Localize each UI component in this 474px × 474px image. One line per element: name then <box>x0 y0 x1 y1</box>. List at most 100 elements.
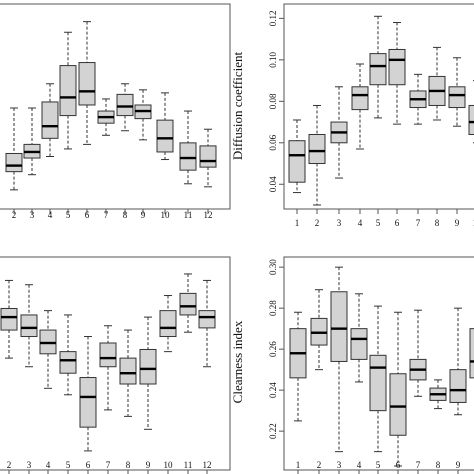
x-tick-label: 11 <box>184 460 193 470</box>
x-tick-label: 8 <box>123 210 128 220</box>
box-11 <box>179 110 197 185</box>
box-8 <box>116 83 134 132</box>
x-tick-label: 8 <box>126 460 131 470</box>
box-body <box>159 310 177 338</box>
x-tick-label: 5 <box>66 460 71 470</box>
box-body <box>468 104 474 135</box>
x-tick-label: 5 <box>66 210 71 220</box>
box-body <box>179 142 197 171</box>
x-tick-label: 6 <box>396 460 401 470</box>
x-tick-label: 3 <box>27 460 32 470</box>
x-tick-label: 3 <box>30 210 35 220</box>
box-3 <box>330 86 348 179</box>
box-body <box>469 328 474 379</box>
box-8 <box>428 46 446 121</box>
box-body <box>369 53 387 86</box>
box-3 <box>23 107 41 176</box>
plot-frame <box>0 256 231 471</box>
box-body <box>179 292 197 316</box>
y-tick-label: 0.08 <box>268 93 278 109</box>
x-tick-label: 8 <box>436 460 441 470</box>
box-body <box>288 140 306 183</box>
x-tick-label: 6 <box>85 210 90 220</box>
x-tick-label: 5 <box>376 460 381 470</box>
x-tick-label: 9 <box>141 210 146 220</box>
x-tick-label: 10 <box>161 210 171 220</box>
box-body <box>388 48 406 86</box>
x-tick-label: 9 <box>455 218 460 228</box>
x-tick-label: 5 <box>376 218 381 228</box>
box-7 <box>97 98 115 136</box>
x-tick-label: 9 <box>146 460 151 470</box>
x-tick-label: 12 <box>203 460 212 470</box>
box-10 <box>159 295 177 353</box>
x-tick-label: 10 <box>164 460 174 470</box>
box-9 <box>448 57 466 127</box>
x-tick-label: 4 <box>357 460 362 470</box>
x-tick-label: 11 <box>184 210 193 220</box>
box-body <box>119 357 137 385</box>
box-body <box>308 133 326 165</box>
box-12 <box>199 128 217 188</box>
y-axis-title: Diffusion coefficient <box>230 52 245 161</box>
panel-2: 0.04 0.06 0.08 0.10 0.12 Diffusion coefficien… <box>230 3 474 228</box>
box-7 <box>99 325 117 411</box>
box-body <box>116 93 134 117</box>
box-body <box>351 86 369 111</box>
box-7 <box>409 73 427 125</box>
box-body <box>20 314 38 338</box>
box-body <box>389 373 407 436</box>
y-tick-label: 0.22 <box>268 423 278 439</box>
x-tick-label: 2 <box>12 210 17 220</box>
box-2 <box>0 279 18 359</box>
box-body <box>99 342 117 368</box>
y-tick-label: 0.12 <box>268 10 278 26</box>
box-body <box>41 101 59 139</box>
x-tick-label: 3 <box>337 218 342 228</box>
box-6 <box>388 22 406 125</box>
box-3 <box>330 266 348 453</box>
box-3 <box>20 284 38 368</box>
box-4 <box>41 83 59 158</box>
box-2 <box>310 289 328 371</box>
x-tick-label: 6 <box>395 218 400 228</box>
box-body <box>59 351 77 374</box>
box-10 <box>156 92 174 161</box>
x-tick-label: 2 <box>7 460 12 470</box>
y-tick-label: 0.28 <box>268 300 278 316</box>
y-tick-label: 0.06 <box>268 134 278 150</box>
box-body <box>79 377 97 428</box>
x-tick-label: 6 <box>86 460 91 470</box>
box-4 <box>351 63 369 150</box>
box-6 <box>389 311 407 467</box>
box-11 <box>179 273 197 333</box>
box-body <box>330 291 348 362</box>
y-tick-label: 0.10 <box>268 51 278 67</box>
box-body <box>369 354 387 412</box>
box-4 <box>39 310 57 389</box>
x-tick-label: 7 <box>416 460 421 470</box>
x-tick-label: 1 <box>295 218 300 228</box>
box-6 <box>78 21 96 145</box>
box-4 <box>350 293 368 383</box>
x-tick-label: 8 <box>435 218 440 228</box>
plot-frame <box>283 256 474 471</box>
box-body <box>199 145 217 168</box>
box-6 <box>79 336 97 452</box>
x-tick-label: 9 <box>456 460 461 470</box>
box-1 <box>289 311 307 422</box>
box-5 <box>59 314 77 396</box>
panel-4: 0.22 0.24 0.26 0.28 0.30 Clearness index 1 2 3 4 5… <box>230 256 474 474</box>
box-10 <box>468 80 474 144</box>
box-5 <box>369 305 387 453</box>
y-tick-label: 0.04 <box>268 176 278 192</box>
x-tick-label: 4 <box>48 210 53 220</box>
box-8 <box>119 329 137 417</box>
box-5 <box>59 31 77 150</box>
box-1 <box>288 119 306 194</box>
plot-frame <box>283 3 474 210</box>
box-body <box>350 328 368 360</box>
box-body <box>198 310 216 329</box>
x-tick-label: 2 <box>317 460 322 470</box>
